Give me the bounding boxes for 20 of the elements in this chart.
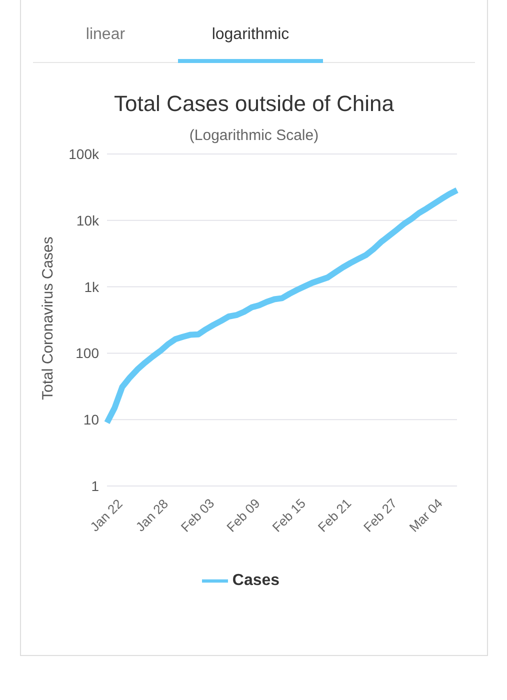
y-axis-title: Total Coronavirus Cases bbox=[39, 236, 56, 400]
chart-title: Total Cases outside of China bbox=[112, 91, 396, 117]
legend-label: Cases bbox=[232, 572, 280, 590]
x-tick-label: Jan 22 bbox=[87, 496, 126, 534]
y-tick-label: 100k bbox=[68, 146, 100, 162]
x-tick-label: Jan 28 bbox=[132, 496, 172, 534]
text: linear bbox=[86, 26, 126, 43]
text: logarithmic bbox=[212, 26, 290, 43]
y-tick-label: 10k bbox=[76, 212, 100, 228]
y-tick-label: 10 bbox=[83, 412, 100, 428]
x-tick-label: Feb 27 bbox=[360, 496, 400, 535]
y-tick-label: 1k bbox=[84, 278, 100, 295]
x-tick-label: Feb 03 bbox=[178, 496, 218, 535]
x-tick-label: Feb 21 bbox=[314, 496, 354, 535]
y-tick-label: 1 bbox=[91, 478, 100, 494]
x-tick-label: Feb 09 bbox=[224, 496, 263, 535]
x-tick-label: Feb 15 bbox=[269, 496, 308, 535]
x-tick-label: Mar 04 bbox=[406, 496, 446, 535]
y-tick-label: 100 bbox=[76, 345, 100, 362]
chart-subtitle: (Logarithmic Scale) bbox=[188, 127, 320, 144]
